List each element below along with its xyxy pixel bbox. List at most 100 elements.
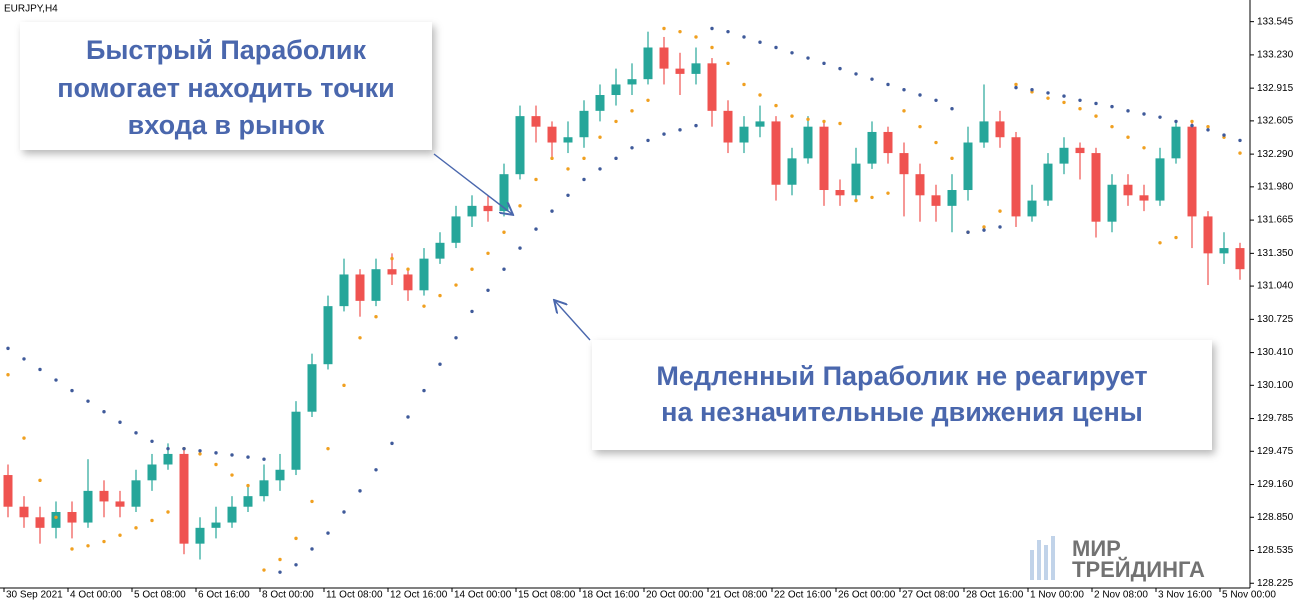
sar-dot (198, 452, 202, 456)
sar-dot (806, 56, 810, 60)
sar-dot (838, 121, 842, 126)
candle-body (83, 490, 93, 523)
sar-dot (150, 439, 154, 443)
sar-dot (1158, 241, 1162, 245)
sar-dot (502, 267, 506, 271)
y-tick-label: 129.475 (1257, 446, 1294, 457)
candle-body (931, 195, 941, 206)
candle-body (371, 269, 381, 301)
sar-dot (646, 138, 650, 143)
sar-dot (246, 455, 250, 459)
sar-dot (22, 436, 26, 440)
x-tick-label: 5 Nov 00:00 (1222, 590, 1276, 600)
sar-dot (118, 533, 122, 537)
sar-dot (758, 40, 762, 44)
sar-dot (102, 539, 106, 544)
sar-dot (118, 420, 122, 424)
marks (3, 26, 1245, 574)
annotation-box (592, 340, 1212, 450)
x-tick-label: 18 Oct 16:00 (582, 590, 640, 600)
sar-dot (710, 45, 714, 50)
sar-dot (518, 204, 522, 208)
sar-dot (1110, 124, 1114, 129)
annotation-text: Быстрый Параболик (86, 35, 367, 65)
sar-dot (918, 124, 922, 129)
candle-body (403, 274, 413, 291)
sar-dot (950, 107, 954, 111)
sar-dot (182, 446, 186, 451)
sar-dot (342, 510, 346, 514)
candle-body (3, 475, 13, 507)
sar-dot (150, 518, 154, 523)
candle-body (1155, 158, 1165, 201)
candle-body (723, 110, 733, 143)
sar-dot (1046, 91, 1050, 95)
candle-body (627, 79, 637, 85)
candle-body (643, 47, 653, 80)
y-tick-label: 132.915 (1257, 83, 1294, 94)
sar-dot (294, 536, 298, 541)
watermark: МИР ТРЕЙДИНГА (1030, 536, 1205, 582)
sar-dot (838, 66, 842, 71)
x-tick-label: 21 Oct 08:00 (710, 590, 768, 600)
x-tick-label: 27 Oct 08:00 (902, 590, 960, 600)
sar-dot (934, 140, 938, 145)
sar-dot (470, 309, 474, 314)
sar-dot (534, 177, 538, 182)
candle-body (547, 126, 557, 143)
x-tick-label: 5 Oct 08:00 (134, 590, 186, 600)
sar-dot (662, 26, 666, 31)
sar-dot (966, 230, 970, 234)
sar-dot (358, 336, 362, 340)
sar-dot (582, 156, 586, 161)
sar-dot (6, 346, 10, 351)
candle-body (1075, 147, 1085, 154)
sar-dot (86, 399, 90, 403)
candle-body (771, 121, 781, 185)
sar-dot (742, 82, 746, 87)
candle-body (115, 501, 125, 507)
sar-dot (982, 228, 986, 232)
candle-body (691, 63, 701, 74)
sar-dot (726, 29, 730, 34)
sar-dot (934, 98, 938, 102)
sar-dot (246, 483, 250, 488)
sar-dot (726, 61, 730, 66)
sar-dot (310, 547, 314, 551)
candle-body (515, 116, 525, 175)
y-tick-label: 132.605 (1257, 116, 1294, 127)
sar-dot (422, 304, 426, 308)
sar-dot (166, 446, 170, 451)
sar-dot (1238, 138, 1242, 143)
sar-dot (1126, 135, 1130, 139)
sar-dot (1174, 119, 1178, 124)
candle-body (243, 496, 253, 507)
sar-dot (214, 462, 218, 467)
sar-dot (454, 283, 458, 287)
candle-body (99, 490, 109, 502)
sar-dot (70, 547, 74, 551)
candle-body (739, 126, 749, 143)
sar-dot (1110, 104, 1114, 109)
sar-dot (1126, 109, 1130, 113)
sar-dot (694, 123, 698, 128)
annotation-text: на незначительные движения цены (661, 397, 1143, 427)
chart-title: EURJPY,H4 (4, 4, 58, 15)
sar-dot (822, 61, 826, 66)
x-tick-label: 28 Oct 16:00 (966, 590, 1024, 600)
sar-dot (582, 177, 586, 182)
sar-dot (870, 77, 874, 81)
candle-body (787, 158, 797, 185)
x-tick-label: 6 Oct 16:00 (198, 590, 250, 600)
sar-dot (470, 267, 474, 271)
annotation-text: входа в рынок (128, 110, 325, 140)
sar-dot (278, 557, 282, 562)
sar-dot (262, 568, 266, 572)
candle-body (291, 411, 301, 470)
candle-body (883, 131, 893, 154)
sar-dot (1030, 88, 1034, 92)
sar-dot (390, 256, 394, 261)
candle-body (675, 68, 685, 74)
candle-body (227, 506, 237, 523)
annotation-text: помогает находить точки (57, 73, 395, 103)
